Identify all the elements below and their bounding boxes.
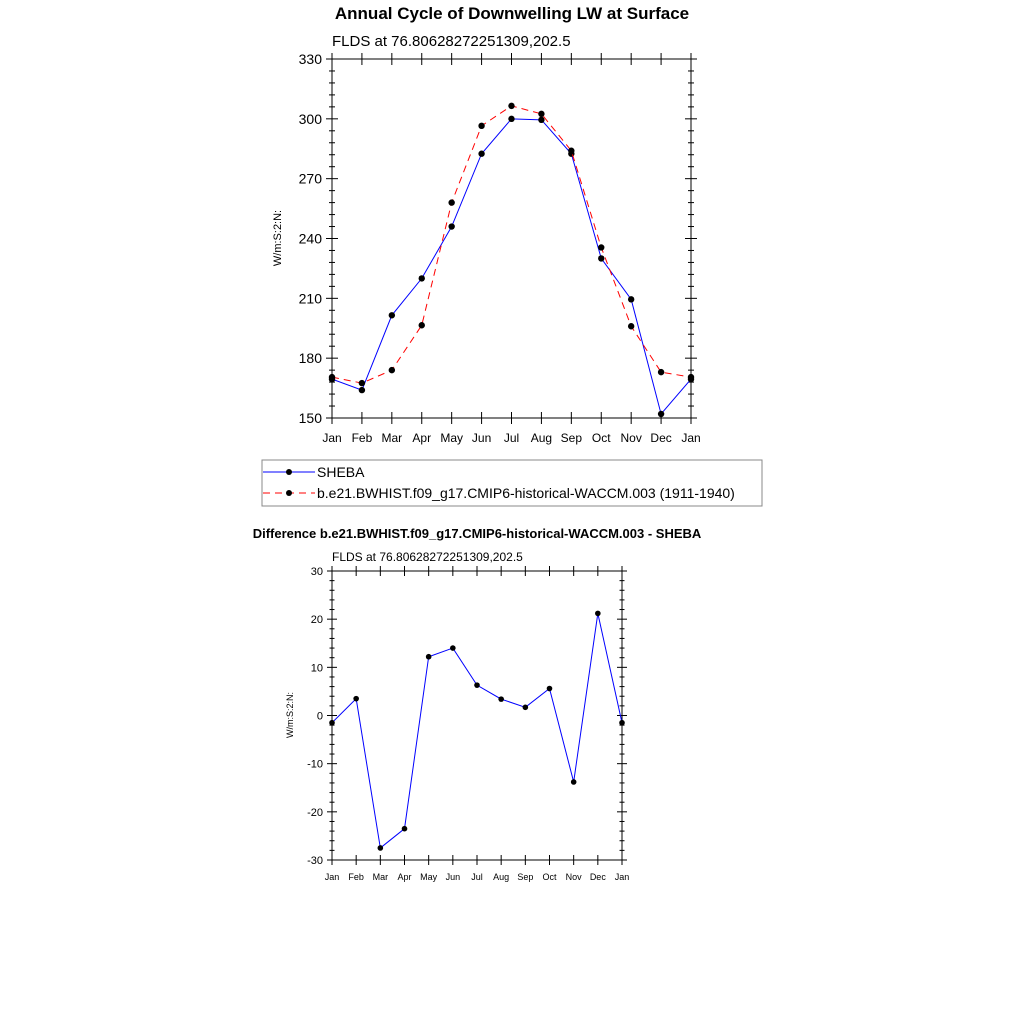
chart1-series-0-point — [418, 275, 425, 282]
chart2-series-0-point — [401, 825, 408, 832]
chart1-series-0-point — [478, 150, 485, 157]
chart1-series-0-point — [358, 386, 366, 394]
chart1-series-1-point — [687, 373, 695, 381]
chart1-ylabel: W/m:S:2:N: — [272, 210, 284, 266]
chart1-xtick-label: Jul — [504, 431, 519, 445]
chart1-series-1-point — [328, 373, 336, 381]
chart2-series-0-point — [474, 682, 480, 688]
chart1-xtick-label: Oct — [592, 431, 611, 445]
chart2-xtick-label: Aug — [493, 872, 509, 882]
chart1-xtick-label: Apr — [412, 431, 431, 445]
legend-label-sheba: SHEBA — [317, 464, 365, 480]
chart1-series-0-point — [448, 223, 455, 230]
chart2-xtick-label: Apr — [397, 872, 411, 882]
chart2-series-0-point — [329, 719, 335, 726]
chart2-ytick-label: 30 — [311, 566, 323, 578]
chart2-xtick-label: Oct — [542, 872, 557, 882]
chart2-series-0-point — [425, 653, 432, 660]
chart1-plot: 150 180 210 240 270 300 330 Jan Feb Mar Apr May Jun J… — [299, 51, 701, 445]
chart1-series-1-point — [388, 366, 396, 374]
chart2-xtick-label: Sep — [517, 872, 533, 882]
chart2-series-0-point — [546, 685, 553, 692]
chart2-series-0-point — [377, 845, 384, 851]
chart1-series-0-point — [508, 115, 515, 123]
chart2-ytick-label: -30 — [307, 855, 323, 867]
chart2-title: Difference b.e21.BWHIST.f09_g17.CMIP6-hi… — [253, 526, 702, 541]
chart2-series-0-point — [450, 645, 456, 651]
chart1-series-1-point — [508, 102, 515, 110]
chart2-series-0-point — [522, 704, 529, 711]
chart2-ylabel: W/m:S:2:N: — [285, 692, 295, 738]
chart1-ytick-label: 330 — [299, 51, 323, 67]
chart1-series-0-point — [657, 410, 665, 418]
chart1-ytick-label: 180 — [299, 350, 323, 366]
chart1-series-1-point — [358, 379, 366, 387]
chart1-xtick-label: Mar — [381, 431, 402, 445]
chart1-xtick-label: Jan — [322, 431, 341, 445]
chart1-xtick-label: Feb — [352, 431, 373, 445]
chart2-subtitle: FLDS at 76.80628272251309,202.5 — [332, 550, 523, 564]
chart2-series-0-point — [595, 610, 601, 617]
chart2-xtick-label: Jan — [615, 872, 630, 882]
legend: SHEBA b.e21.BWHIST.f09_g17.CMIP6-histori… — [261, 459, 763, 507]
legend-box — [261, 459, 763, 507]
chart1-series-1-point — [598, 244, 605, 251]
chart1-series-1-point — [568, 147, 575, 154]
chart2-series-0-point — [619, 719, 625, 726]
legend-marker-sheba — [286, 469, 292, 475]
chart1-series-1-point — [478, 122, 485, 130]
chart1-series-0-point — [538, 116, 545, 124]
chart1-xtick-label: Sep — [561, 431, 583, 445]
chart1-series-0-point — [598, 255, 605, 262]
chart2-plot: -30 -20 -10 0 10 20 30 Jan Feb Mar Apr May Jun Jul Aug… — [307, 566, 629, 882]
chart2-xtick-label: Mar — [373, 872, 389, 882]
chart1-xtick-label: Jan — [681, 431, 700, 445]
chart2-xtick-label: Nov — [566, 872, 583, 882]
chart2-xtick-label: Jun — [446, 872, 461, 882]
chart1-subtitle: FLDS at 76.80628272251309,202.5 — [332, 33, 571, 50]
chart1-ytick-label: 270 — [299, 171, 323, 187]
chart2-series-0-point — [498, 696, 504, 702]
chart1-xtick-label: Aug — [531, 431, 552, 445]
chart1-ytick-label: 210 — [299, 290, 323, 306]
chart2-xtick-label: Dec — [590, 872, 607, 882]
chart2-ytick-label: -10 — [307, 759, 323, 771]
chart1-series-1-point — [627, 323, 635, 330]
chart2-series-0-point — [570, 779, 577, 785]
chart1-ytick-label: 300 — [299, 111, 323, 127]
chart1-ytick-label: 150 — [299, 410, 323, 426]
chart2-ytick-label: 0 — [317, 710, 323, 722]
chart2-xtick-label: Feb — [348, 872, 364, 882]
chart1-series-1-point — [538, 110, 545, 118]
chart2-xtick-label: Jan — [325, 872, 340, 882]
chart2-ytick-label: 20 — [311, 614, 323, 626]
chart2-ytick-label: 10 — [311, 662, 323, 674]
chart2-xtick-label: May — [420, 872, 438, 882]
chart2-xtick-label: Jul — [471, 872, 483, 882]
legend-marker-waccm — [286, 490, 292, 496]
chart1-series-1-point — [657, 368, 665, 376]
chart1-series-1-point — [418, 322, 425, 329]
legend-label-waccm: b.e21.BWHIST.f09_g17.CMIP6-historical-WA… — [317, 485, 735, 501]
chart1-title: Annual Cycle of Downwelling LW at Surfac… — [335, 4, 689, 23]
chart1-xtick-label: Dec — [650, 431, 671, 445]
chart1-series-1-point — [448, 199, 455, 206]
chart1-xtick-label: May — [440, 431, 463, 445]
chart1-series-0-point — [388, 312, 396, 319]
chart1-ytick-label: 240 — [299, 231, 323, 247]
chart1-xtick-label: Nov — [620, 431, 641, 445]
chart1-xtick-label: Jun — [472, 431, 491, 445]
chart2-series-0-point — [353, 695, 359, 702]
chart2-ytick-label: -20 — [307, 807, 323, 819]
chart1-series-0-point — [627, 296, 635, 303]
